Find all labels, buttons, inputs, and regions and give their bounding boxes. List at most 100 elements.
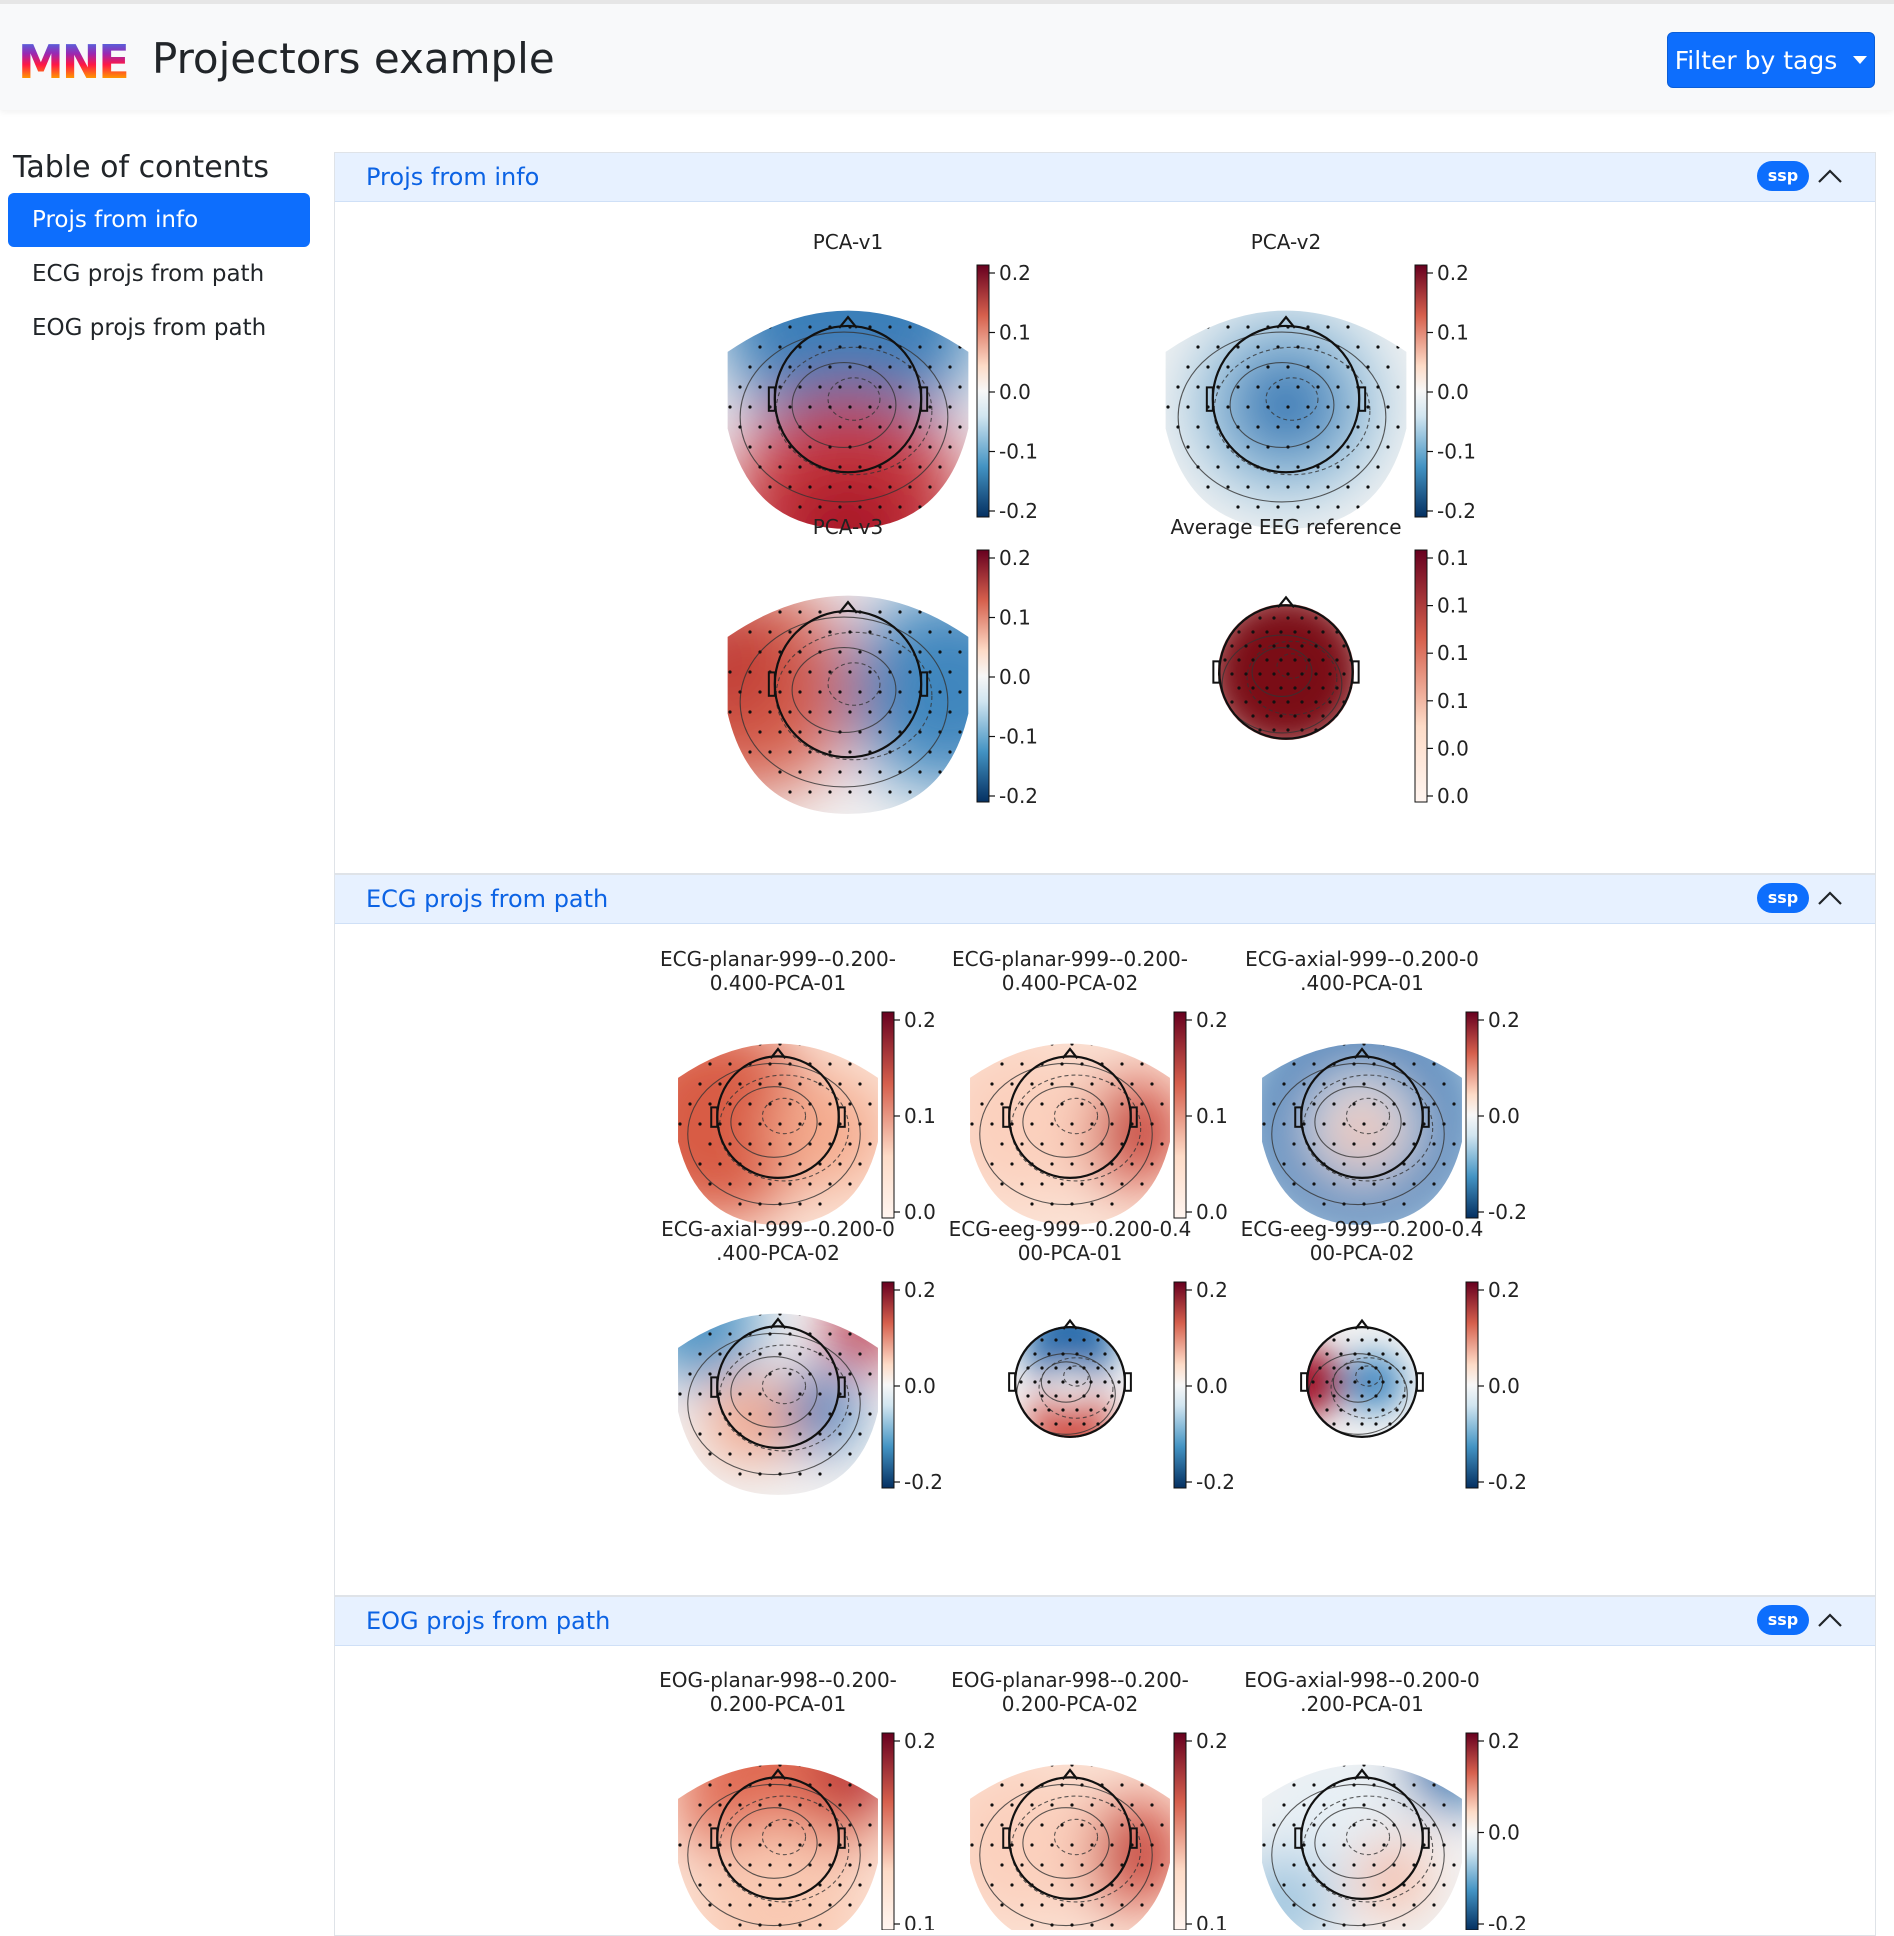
left-ear-outline bbox=[1294, 1827, 1303, 1849]
colorbar-tick-label: 0.2 bbox=[1196, 1278, 1228, 1302]
topomap-plot: ECG-eeg-999--0.200-0.400-PCA-01 0.2 0.0 -0.… bbox=[949, 1217, 1235, 1494]
colorbar-tick-label: 0.2 bbox=[1488, 1278, 1520, 1302]
filter-button-label: Filter by tags bbox=[1674, 45, 1838, 75]
colorbar bbox=[1173, 1281, 1187, 1489]
colorbar-tick-label: 0.1 bbox=[1196, 1912, 1228, 1930]
right-ear-outline bbox=[837, 1106, 846, 1128]
topomap-plot: PCA-v1 0.2 0.1 0.0 -0.1 -0.2 bbox=[727, 230, 1038, 529]
colorbar-tick-label: 0.0 bbox=[1437, 736, 1469, 760]
plot-title: EOG-planar-998--0.200- bbox=[951, 1668, 1189, 1692]
colorbar bbox=[1414, 264, 1428, 518]
section-projs-from-info: Projs from info ssp bbox=[334, 152, 1876, 874]
plot-title: ECG-planar-999--0.200- bbox=[660, 947, 896, 971]
colorbar-tick-label: 0.1 bbox=[1437, 689, 1469, 713]
colorbar-tick-label: 0.2 bbox=[999, 546, 1031, 570]
section-header[interactable]: EOG projs from path ssp bbox=[335, 1597, 1875, 1646]
nose-outline bbox=[1061, 1047, 1079, 1060]
right-ear-outline bbox=[837, 1376, 846, 1398]
nose-outline bbox=[1276, 315, 1296, 329]
right-ear-outline bbox=[1421, 1827, 1430, 1849]
filter-by-tags-button[interactable]: Filter by tags bbox=[1667, 32, 1875, 88]
right-ear-outline bbox=[1123, 1372, 1132, 1392]
nose-outline bbox=[1277, 595, 1295, 609]
right-ear-outline bbox=[1415, 1372, 1424, 1392]
colorbar-tick-label: 0.1 bbox=[1437, 594, 1469, 618]
plot-title: ECG-planar-999--0.200- bbox=[952, 947, 1188, 971]
toc-item-eog-projs[interactable]: EOG projs from path bbox=[32, 315, 267, 341]
plot-title: EOG-axial-998--0.200-0 bbox=[1244, 1668, 1480, 1692]
colorbar-tick-label: -0.2 bbox=[1488, 1470, 1527, 1494]
colorbar-tick-label: 0.0 bbox=[1196, 1374, 1228, 1398]
right-ear-outline bbox=[1421, 1106, 1430, 1128]
colorbar-tick-label: 0.1 bbox=[1437, 321, 1469, 345]
right-ear-outline bbox=[920, 671, 929, 697]
page-title: Projectors example bbox=[152, 34, 555, 83]
left-ear-outline bbox=[767, 386, 776, 412]
colorbar-tick-label: -0.2 bbox=[1488, 1912, 1527, 1930]
section-header[interactable]: ECG projs from path ssp bbox=[335, 875, 1875, 924]
nose-outline bbox=[838, 315, 858, 329]
colorbar-tick-label: 0.1 bbox=[1437, 641, 1469, 665]
right-ear-outline bbox=[1351, 660, 1360, 684]
plot-title: .400-PCA-01 bbox=[1300, 971, 1424, 995]
colorbar bbox=[1465, 1732, 1479, 1930]
left-ear-outline bbox=[1212, 660, 1221, 684]
topomap-plot: EOG-planar-998--0.200-0.200-PCA-01 0.2 0.1 bbox=[659, 1668, 936, 1930]
topomap-plot: PCA-v3 0.2 0.1 0.0 -0.1 -0.2 bbox=[727, 515, 1038, 814]
colorbar bbox=[1465, 1011, 1479, 1219]
colorbar-tick-label: 0.2 bbox=[904, 1729, 936, 1753]
colorbar-tick-label: 0.0 bbox=[1488, 1104, 1520, 1128]
right-ear-outline bbox=[1129, 1106, 1138, 1128]
colorbar-tick-label: -0.2 bbox=[1437, 499, 1476, 523]
ssp-tag-badge[interactable]: ssp bbox=[1757, 883, 1809, 913]
plot-title: 0.200-PCA-01 bbox=[710, 1692, 846, 1716]
topomap-plot: EOG-planar-998--0.200-0.200-PCA-02 0.2 0.1 bbox=[951, 1668, 1228, 1930]
plot-title: 00-PCA-01 bbox=[1018, 1241, 1123, 1265]
topomap-plot: ECG-planar-999--0.200-0.400-PCA-02 0.2 0.1… bbox=[952, 947, 1228, 1225]
nose-outline bbox=[838, 600, 858, 614]
section-title[interactable]: EOG projs from path bbox=[366, 1607, 611, 1635]
topomap-field bbox=[678, 1043, 878, 1225]
svg-text:MNE: MNE bbox=[18, 38, 128, 84]
colorbar-tick-label: 0.0 bbox=[1196, 1200, 1228, 1224]
topomap-field bbox=[727, 310, 969, 529]
section-title[interactable]: Projs from info bbox=[366, 163, 540, 191]
colorbar bbox=[1173, 1011, 1187, 1219]
toc-item-projs-from-info[interactable]: Projs from info bbox=[8, 193, 310, 247]
caret-down-icon bbox=[1853, 56, 1868, 64]
left-ear-outline bbox=[1300, 1372, 1309, 1392]
colorbar bbox=[881, 1281, 895, 1489]
chevron-up-icon[interactable] bbox=[1817, 1612, 1843, 1628]
colorbar-tick-label: -0.1 bbox=[999, 725, 1038, 749]
top-navbar: MNE Projectors example Filter by tags bbox=[0, 0, 1894, 110]
colorbar-tick-label: 0.2 bbox=[1196, 1729, 1228, 1753]
section-title[interactable]: ECG projs from path bbox=[366, 885, 609, 913]
plot-title: .400-PCA-02 bbox=[716, 1241, 840, 1265]
topomap-plot: ECG-axial-999--0.200-0.400-PCA-01 0.2 0.0 -… bbox=[1245, 947, 1527, 1225]
ssp-tag-badge[interactable]: ssp bbox=[1757, 1605, 1809, 1635]
colorbar-tick-label: 0.0 bbox=[999, 380, 1031, 404]
plot-title: 00-PCA-02 bbox=[1310, 1241, 1415, 1265]
topomap-field bbox=[970, 1043, 1170, 1225]
chevron-up-icon[interactable] bbox=[1817, 168, 1843, 184]
chevron-up-icon[interactable] bbox=[1817, 890, 1843, 906]
plot-title: ECG-eeg-999--0.200-0.4 bbox=[949, 1217, 1192, 1241]
left-ear-outline bbox=[710, 1106, 719, 1128]
colorbar-tick-label: 0.0 bbox=[1437, 380, 1469, 404]
colorbar-tick-label: 0.1 bbox=[904, 1912, 936, 1930]
colorbar-tick-label: 0.0 bbox=[904, 1374, 936, 1398]
colorbar-tick-label: 0.0 bbox=[999, 665, 1031, 689]
left-ear-outline bbox=[1002, 1827, 1011, 1849]
colorbar-tick-label: -0.1 bbox=[1437, 440, 1476, 464]
section-header[interactable]: Projs from info ssp bbox=[335, 153, 1875, 202]
toc-item-ecg-projs[interactable]: ECG projs from path bbox=[32, 261, 265, 287]
plot-title: 0.200-PCA-02 bbox=[1002, 1692, 1138, 1716]
topomap-field bbox=[1218, 604, 1354, 740]
plot-title: PCA-v1 bbox=[813, 230, 884, 254]
plot-title: ECG-axial-999--0.200-0 bbox=[661, 1217, 895, 1241]
colorbar-tick-label: 0.1 bbox=[904, 1104, 936, 1128]
ssp-tag-badge[interactable]: ssp bbox=[1757, 161, 1809, 191]
colorbar-tick-label: 0.2 bbox=[1196, 1008, 1228, 1032]
nose-outline bbox=[769, 1768, 787, 1781]
colorbar bbox=[976, 264, 990, 518]
